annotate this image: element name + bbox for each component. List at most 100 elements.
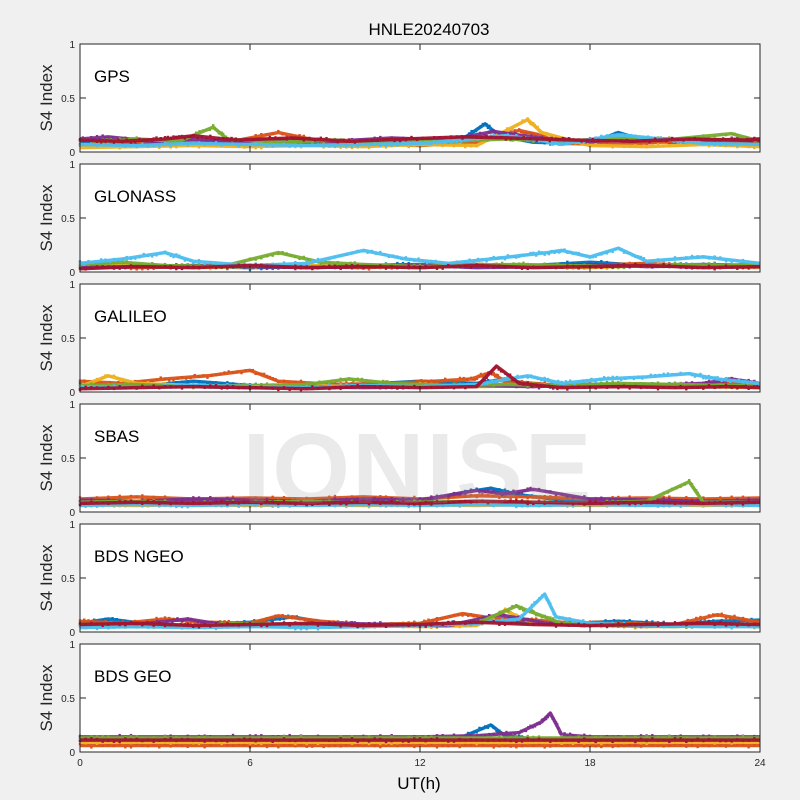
data-point: [707, 144, 711, 148]
data-point: [693, 375, 697, 378]
data-point: [356, 625, 359, 629]
data-point: [193, 621, 196, 624]
data-point: [135, 622, 138, 626]
data-point: [540, 378, 543, 382]
data-point: [583, 386, 586, 389]
data-point: [506, 263, 510, 267]
data-point: [118, 385, 121, 388]
data-point: [134, 257, 137, 260]
data-point: [695, 616, 698, 620]
data-point: [166, 135, 170, 139]
data-point: [180, 387, 184, 390]
data-point: [577, 622, 580, 625]
data-point: [485, 376, 488, 380]
data-point: [530, 385, 534, 388]
data-point: [704, 137, 708, 141]
data-point: [254, 258, 257, 261]
data-point: [472, 619, 476, 622]
data-point: [112, 374, 116, 377]
data-point: [294, 143, 297, 147]
data-point: [447, 143, 450, 147]
data-point: [448, 615, 451, 618]
data-point: [373, 496, 376, 500]
data-point: [151, 379, 154, 382]
data-point: [107, 627, 110, 630]
data-point: [356, 144, 359, 148]
data-point: [685, 256, 688, 259]
data-point: [163, 504, 167, 507]
data-point: [639, 142, 643, 146]
data-point: [237, 383, 240, 386]
data-point: [491, 615, 494, 619]
data-point: [440, 379, 443, 383]
data-point: [373, 263, 376, 266]
data-point: [254, 142, 257, 145]
data-point: [611, 624, 614, 627]
data-point: [511, 605, 514, 608]
data-point: [407, 621, 410, 624]
data-point: [186, 263, 189, 266]
data-point: [475, 615, 478, 618]
data-point: [104, 619, 107, 623]
data-point: [673, 621, 677, 624]
data-point: [566, 623, 569, 627]
data-point: [197, 141, 201, 144]
data-point: [396, 623, 399, 627]
data-point: [305, 266, 308, 270]
data-point: [720, 618, 723, 622]
data-point: [527, 618, 530, 621]
data-point: [696, 266, 699, 270]
data-point: [475, 377, 479, 380]
data-point: [515, 496, 518, 500]
data-point: [481, 503, 484, 506]
data-point: [373, 623, 376, 626]
data-point: [356, 501, 359, 504]
data-point: [537, 133, 541, 136]
data-point: [237, 498, 240, 502]
data-point: [543, 376, 546, 380]
data-point: [311, 141, 314, 144]
data-point: [322, 503, 325, 507]
data-point: [95, 144, 99, 148]
data-point: [435, 382, 439, 386]
data-point: [522, 619, 525, 622]
data-point: [315, 618, 318, 622]
data-point: [690, 500, 694, 503]
y-tick-label: 0.5: [61, 574, 75, 585]
data-point: [662, 505, 665, 508]
data-point: [311, 624, 314, 627]
data-point: [580, 253, 583, 257]
data-point: [413, 263, 416, 267]
data-point: [645, 375, 648, 379]
data-point: [475, 495, 478, 499]
data-point: [124, 379, 127, 383]
data-point: [243, 625, 246, 628]
data-point: [509, 266, 512, 269]
data-point: [305, 503, 308, 507]
data-point: [118, 383, 121, 386]
data-point: [101, 376, 104, 379]
data-point: [322, 500, 325, 504]
data-point: [566, 141, 569, 144]
data-point: [477, 382, 480, 385]
data-point: [189, 376, 192, 380]
data-point: [183, 259, 187, 262]
data-point: [736, 624, 739, 627]
data-point: [673, 624, 677, 627]
data-point: [574, 251, 578, 254]
data-point: [101, 263, 104, 267]
data-point: [464, 264, 467, 267]
data-point: [421, 260, 425, 263]
data-point: [373, 621, 376, 625]
data-point: [146, 385, 150, 389]
data-point: [129, 264, 133, 267]
data-point: [687, 138, 691, 141]
data-point: [673, 498, 677, 502]
data-point: [318, 380, 321, 383]
data-point: [345, 385, 348, 388]
data-point: [277, 380, 280, 384]
data-point: [679, 485, 682, 488]
data-point: [741, 381, 745, 384]
data-point: [724, 376, 728, 380]
